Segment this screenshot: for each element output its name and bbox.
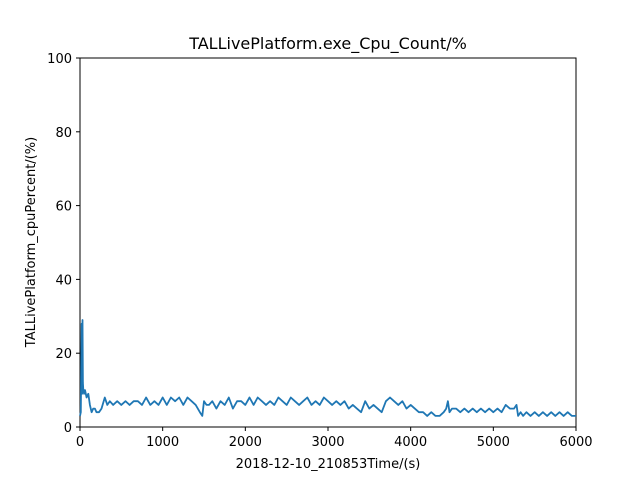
y-tick-label: 100 [47,52,72,67]
plot-area-frame [79,57,577,428]
x-axis-label: 2018-12-10_210853Time/(s) [236,457,421,472]
y-tick-label: 80 [55,126,72,141]
x-tick-label: 6000 [559,435,592,450]
y-axis: 0 20 40 60 80 100 [47,52,80,436]
x-tick-label: 3000 [311,435,344,450]
y-tick-label: 60 [55,200,72,215]
x-tick-label: 5000 [477,435,510,450]
y-axis-label: TALLivePlatform_cpuPercent/(%) [24,137,39,348]
x-tick-label: 2000 [229,435,262,450]
y-tick-label: 0 [64,421,72,436]
series-line [79,319,576,417]
x-tick-label: 0 [76,435,84,450]
x-tick-label: 4000 [394,435,427,450]
chart-title: TALLivePlatform.exe_Cpu_Count/% [188,34,467,54]
x-tick-label: 1000 [146,435,179,450]
y-tick-label: 20 [55,347,72,362]
series-layer [79,319,576,417]
x-axis: 0 1000 2000 3000 4000 5000 6000 [76,427,593,450]
y-tick-label: 40 [55,273,72,288]
